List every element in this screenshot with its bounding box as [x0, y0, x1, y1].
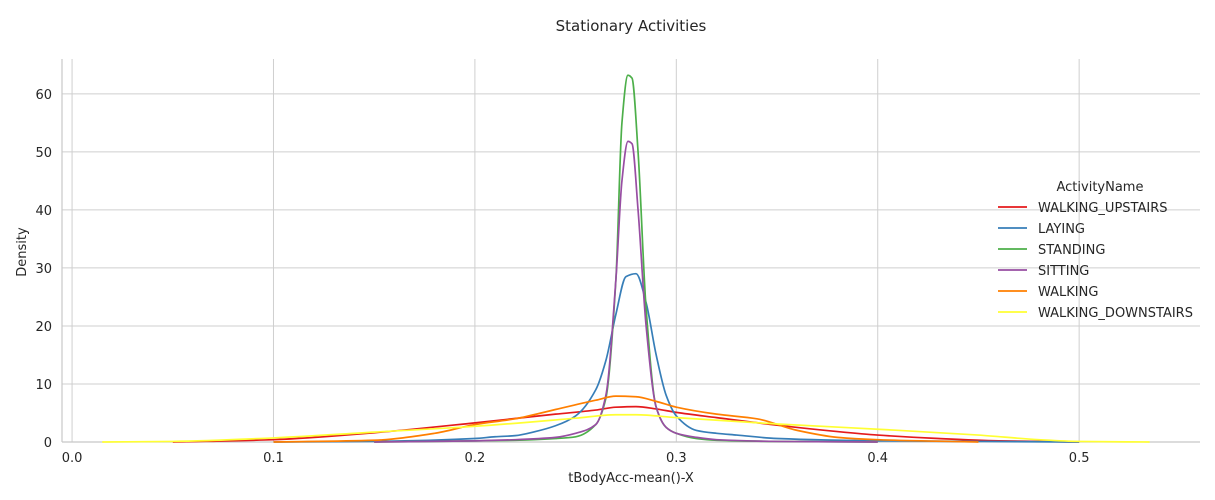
legend-title: ActivityName	[1057, 180, 1144, 195]
y-tick-label: 40	[35, 204, 52, 219]
chart-title: Stationary Activities	[556, 17, 707, 35]
x-tick-label: 0.1	[263, 451, 284, 466]
x-tick-labels: 0.0 0.1 0.2 0.3 0.4 0.5	[62, 451, 1090, 466]
x-tick-label: 0.0	[62, 451, 83, 466]
series-line-sitting	[374, 140, 878, 443]
y-tick-labels: 0 10 20 30 40 50 60	[35, 88, 52, 451]
y-tick-label: 50	[35, 146, 52, 161]
legend: ActivityName WALKING_UPSTAIRS LAYING STAND…	[998, 180, 1193, 321]
x-tick-label: 0.2	[465, 451, 486, 466]
y-tick-label: 10	[35, 378, 52, 393]
y-tick-label: 60	[35, 88, 52, 103]
legend-label-standing: STANDING	[1038, 243, 1105, 258]
x-axis-label: tBodyAcc-mean()-X	[568, 471, 694, 486]
series-line-standing	[374, 74, 878, 443]
legend-label-sitting: SITTING	[1038, 264, 1089, 279]
legend-label-walking-upstairs: WALKING_UPSTAIRS	[1038, 201, 1168, 216]
y-axis-label: Density	[15, 227, 30, 277]
density-curves	[102, 74, 1150, 443]
series-line-walking-downstairs	[102, 413, 1150, 443]
x-tick-label: 0.3	[666, 451, 687, 466]
legend-label-walking: WALKING	[1038, 285, 1098, 300]
legend-label-laying: LAYING	[1038, 222, 1085, 237]
legend-items: WALKING_UPSTAIRS LAYING STANDING SITTING WAL…	[998, 201, 1193, 321]
series-line-walking	[273, 395, 979, 443]
y-tick-label: 20	[35, 320, 52, 335]
y-tick-label: 30	[35, 262, 52, 277]
axes	[61, 59, 1200, 443]
x-tick-label: 0.4	[867, 451, 888, 466]
x-tick-label: 0.5	[1069, 451, 1090, 466]
grid-lines	[62, 59, 1200, 442]
legend-label-walking-downstairs: WALKING_DOWNSTAIRS	[1038, 306, 1193, 321]
series-line-laying	[273, 272, 1080, 443]
y-tick-label: 0	[44, 436, 52, 451]
